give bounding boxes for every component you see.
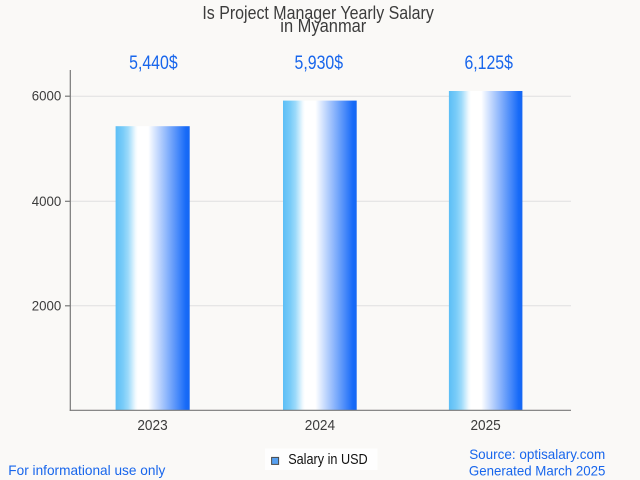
svg-text:4000: 4000 xyxy=(32,193,62,209)
svg-text:Is Project Manager Yearly Sala: Is Project Manager Yearly Salary xyxy=(202,2,434,23)
svg-text:For informational use only: For informational use only xyxy=(8,462,165,478)
svg-text:2025: 2025 xyxy=(470,417,500,434)
svg-text:6,125$: 6,125$ xyxy=(464,53,513,74)
svg-text:5,930$: 5,930$ xyxy=(295,53,344,74)
svg-text:Generated March 2025: Generated March 2025 xyxy=(469,463,606,479)
svg-text:Source: optisalary.com: Source: optisalary.com xyxy=(469,446,605,462)
svg-text:2024: 2024 xyxy=(305,417,335,434)
svg-text:6000: 6000 xyxy=(32,88,62,104)
svg-text:in Myanmar: in Myanmar xyxy=(280,15,366,36)
svg-text:2023: 2023 xyxy=(137,417,167,434)
svg-text:2000: 2000 xyxy=(32,297,62,313)
svg-text:Salary in USD: Salary in USD xyxy=(288,451,368,468)
svg-text:5,440$: 5,440$ xyxy=(129,53,178,74)
